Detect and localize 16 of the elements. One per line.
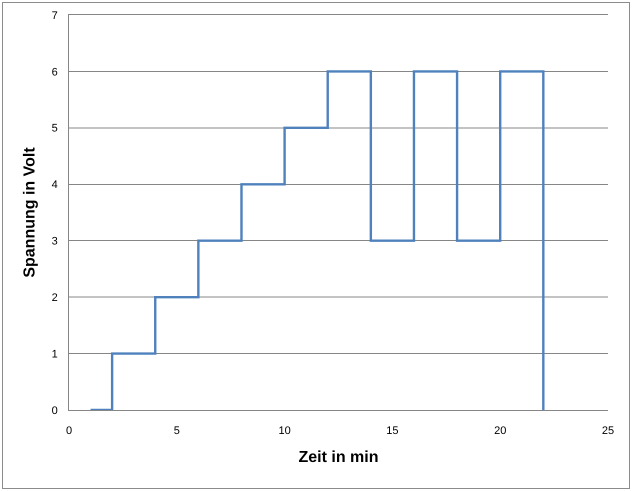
y-tick-label: 0 xyxy=(52,404,58,417)
x-tick-label: 10 xyxy=(278,425,291,438)
y-tick-label: 1 xyxy=(52,348,58,360)
y-axis-title: Spannung in Volt xyxy=(22,146,39,278)
y-tick-label: 5 xyxy=(52,122,58,135)
y-tick-label: 3 xyxy=(52,236,58,248)
y-tick-label: 6 xyxy=(52,66,58,78)
y-tick-label: 2 xyxy=(52,292,58,304)
x-tick-label: 20 xyxy=(494,425,506,438)
x-tick-label: 25 xyxy=(602,425,614,438)
x-tick-label: 15 xyxy=(386,425,399,438)
x-axis-title: Zeit in min xyxy=(298,448,378,466)
y-tick-label: 4 xyxy=(52,179,58,192)
x-tick-label: 0 xyxy=(66,425,72,438)
y-tick-label: 7 xyxy=(52,10,58,22)
x-tick-label: 5 xyxy=(174,425,180,438)
